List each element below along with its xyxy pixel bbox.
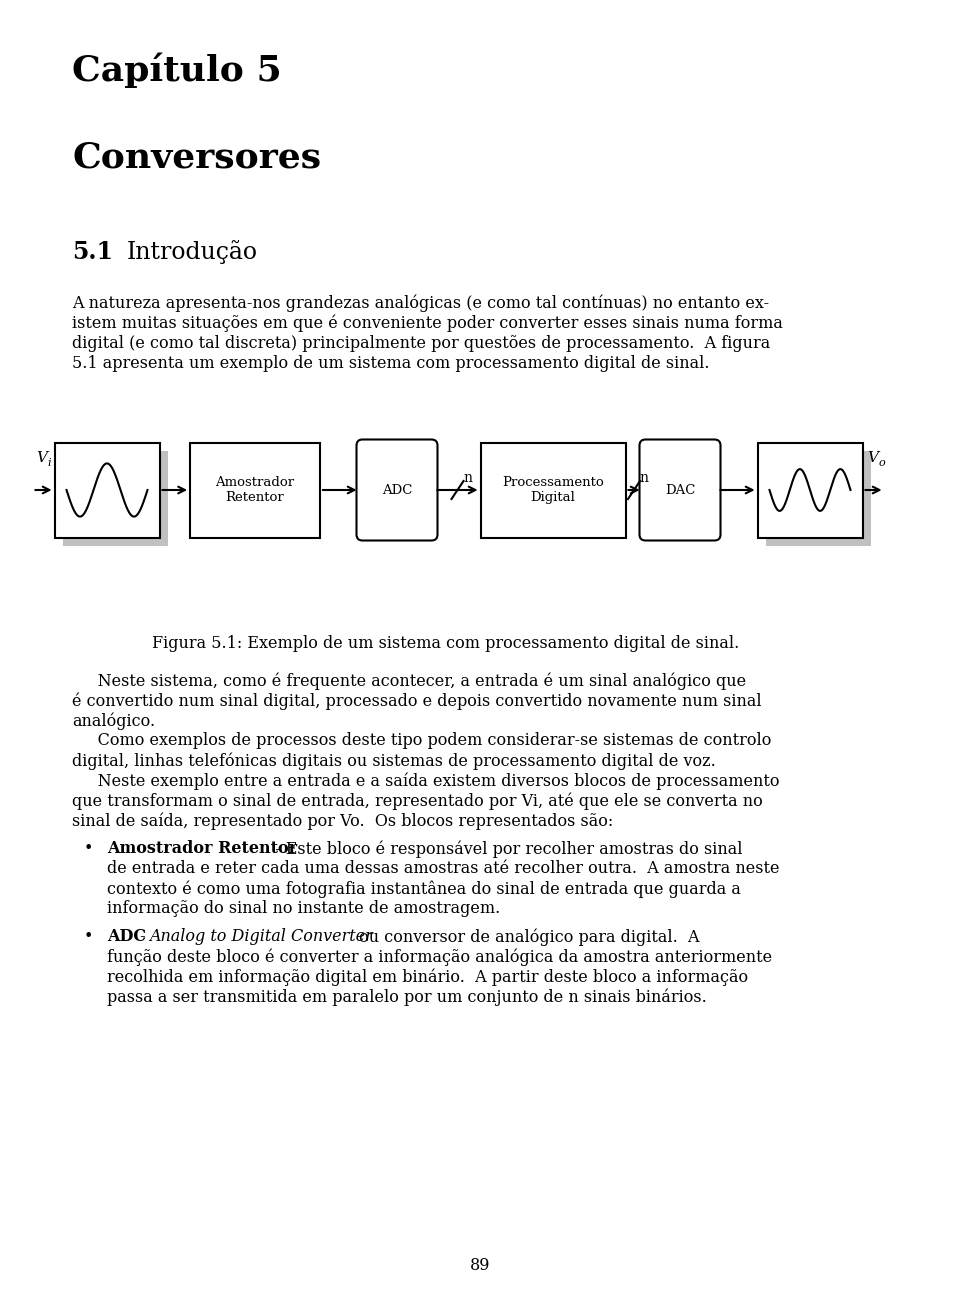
- Text: sinal de saída, representado por Vo.  Os blocos representados são:: sinal de saída, representado por Vo. Os …: [72, 813, 613, 829]
- Text: contexto é como uma fotografia instantânea do sinal de entrada que guarda a: contexto é como uma fotografia instantân…: [107, 880, 741, 898]
- Text: recolhida em informação digital em binário.  A partir deste bloco a informação: recolhida em informação digital em binár…: [107, 968, 748, 986]
- Text: 89: 89: [469, 1256, 491, 1273]
- Text: digital, linhas telefónicas digitais ou sistemas de processamento digital de voz: digital, linhas telefónicas digitais ou …: [72, 752, 716, 770]
- Text: Amostrador Retentor: Amostrador Retentor: [107, 840, 298, 857]
- Text: ou conversor de analógico para digital.  A: ou conversor de analógico para digital. …: [354, 928, 700, 946]
- Text: V: V: [36, 450, 47, 465]
- Bar: [190, 443, 320, 537]
- Text: 5.1 apresenta um exemplo de um sistema com processamento digital de sinal.: 5.1 apresenta um exemplo de um sistema c…: [72, 355, 709, 371]
- Text: Neste exemplo entre a entrada e a saída existem diversos blocos de processamento: Neste exemplo entre a entrada e a saída …: [72, 773, 780, 789]
- Text: Analog to Digital Converter: Analog to Digital Converter: [149, 928, 372, 945]
- Text: função deste bloco é converter a informação analógica da amostra anteriormente: função deste bloco é converter a informa…: [107, 949, 772, 965]
- Text: n: n: [639, 471, 649, 485]
- Text: o: o: [878, 458, 885, 468]
- Text: de entrada e reter cada uma dessas amostras até recolher outra.  A amostra neste: de entrada e reter cada uma dessas amost…: [107, 861, 780, 877]
- Text: que transformam o sinal de entrada, representado por Vi, até que ele se converta: que transformam o sinal de entrada, repr…: [72, 792, 763, 810]
- Text: - Este bloco é responsável por recolher amostras do sinal: - Este bloco é responsável por recolher …: [270, 840, 742, 858]
- Text: •: •: [84, 840, 93, 857]
- Text: passa a ser transmitida em paralelo por um conjunto de n sinais binários.: passa a ser transmitida em paralelo por …: [107, 989, 707, 1005]
- FancyBboxPatch shape: [639, 440, 721, 541]
- FancyBboxPatch shape: [356, 440, 438, 541]
- Text: -: -: [135, 928, 151, 945]
- Text: istem muitas situações em que é conveniente poder converter esses sinais numa fo: istem muitas situações em que é convenie…: [72, 314, 782, 333]
- Bar: [765, 450, 871, 546]
- Text: A natureza apresenta-nos grandezas analógicas (e como tal contínuas) no entanto : A natureza apresenta-nos grandezas analó…: [72, 295, 769, 312]
- Text: Figura 5.1: Exemplo de um sistema com processamento digital de sinal.: Figura 5.1: Exemplo de um sistema com pr…: [152, 635, 739, 652]
- Text: ADC: ADC: [107, 928, 146, 945]
- Text: ADC: ADC: [382, 484, 412, 497]
- Text: analógico.: analógico.: [72, 712, 156, 730]
- Text: Conversores: Conversores: [72, 140, 322, 173]
- Text: V: V: [868, 450, 878, 465]
- Text: 5.1: 5.1: [72, 239, 113, 264]
- Text: digital (e como tal discreta) principalmente por questões de processamento.  A f: digital (e como tal discreta) principalm…: [72, 335, 770, 352]
- Text: DAC: DAC: [665, 484, 695, 497]
- Text: •: •: [84, 928, 93, 945]
- Text: Processamento
Digital: Processamento Digital: [502, 476, 604, 503]
- Text: Capítulo 5: Capítulo 5: [72, 52, 281, 88]
- Text: n: n: [463, 471, 472, 485]
- Text: Introdução: Introdução: [127, 239, 258, 264]
- Bar: [757, 443, 862, 537]
- Bar: [55, 443, 159, 537]
- Text: Como exemplos de processos deste tipo podem considerar-se sistemas de controlo: Como exemplos de processos deste tipo po…: [72, 732, 772, 749]
- Text: i: i: [47, 458, 51, 468]
- Text: informação do sinal no instante de amostragem.: informação do sinal no instante de amost…: [107, 901, 500, 917]
- Text: Neste sistema, como é frequente acontecer, a entrada é um sinal analógico que: Neste sistema, como é frequente acontece…: [72, 672, 746, 690]
- Bar: [481, 443, 626, 537]
- Text: é convertido num sinal digital, processado e depois convertido novamente num sin: é convertido num sinal digital, processa…: [72, 692, 761, 709]
- Bar: [62, 450, 167, 546]
- Text: Amostrador
Retentor: Amostrador Retentor: [215, 476, 295, 503]
